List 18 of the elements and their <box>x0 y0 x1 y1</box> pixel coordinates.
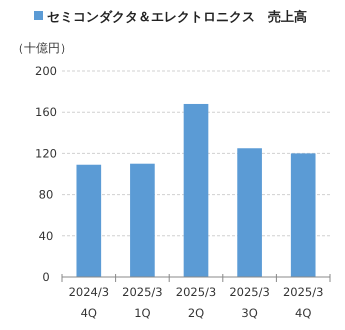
bar <box>237 148 262 277</box>
y-tick-label: 200 <box>35 64 57 78</box>
legend-label: セミコンダクタ＆エレクトロニクス 売上高 <box>47 9 307 25</box>
y-tick-label: 40 <box>38 228 54 243</box>
y-tick-label: 80 <box>38 188 54 202</box>
x-tick-label: 2025/3 3Q <box>229 285 270 320</box>
y-tick-label: 160 <box>35 105 57 120</box>
bar <box>290 153 316 277</box>
x-tick-label: 2025/3 4Q <box>282 285 324 320</box>
bar <box>130 164 155 277</box>
bar <box>184 104 208 277</box>
y-tick-label: 0 <box>42 270 50 284</box>
x-tick-label: 2025/3 1Q <box>122 285 163 320</box>
y-tick-label: 120 <box>35 146 57 160</box>
y-axis-title: （十億円） <box>12 41 72 55</box>
bar <box>76 164 102 277</box>
x-tick-label: 2025/3 2Q <box>176 285 216 320</box>
x-tick-label: 2024/3 4Q <box>68 285 110 320</box>
